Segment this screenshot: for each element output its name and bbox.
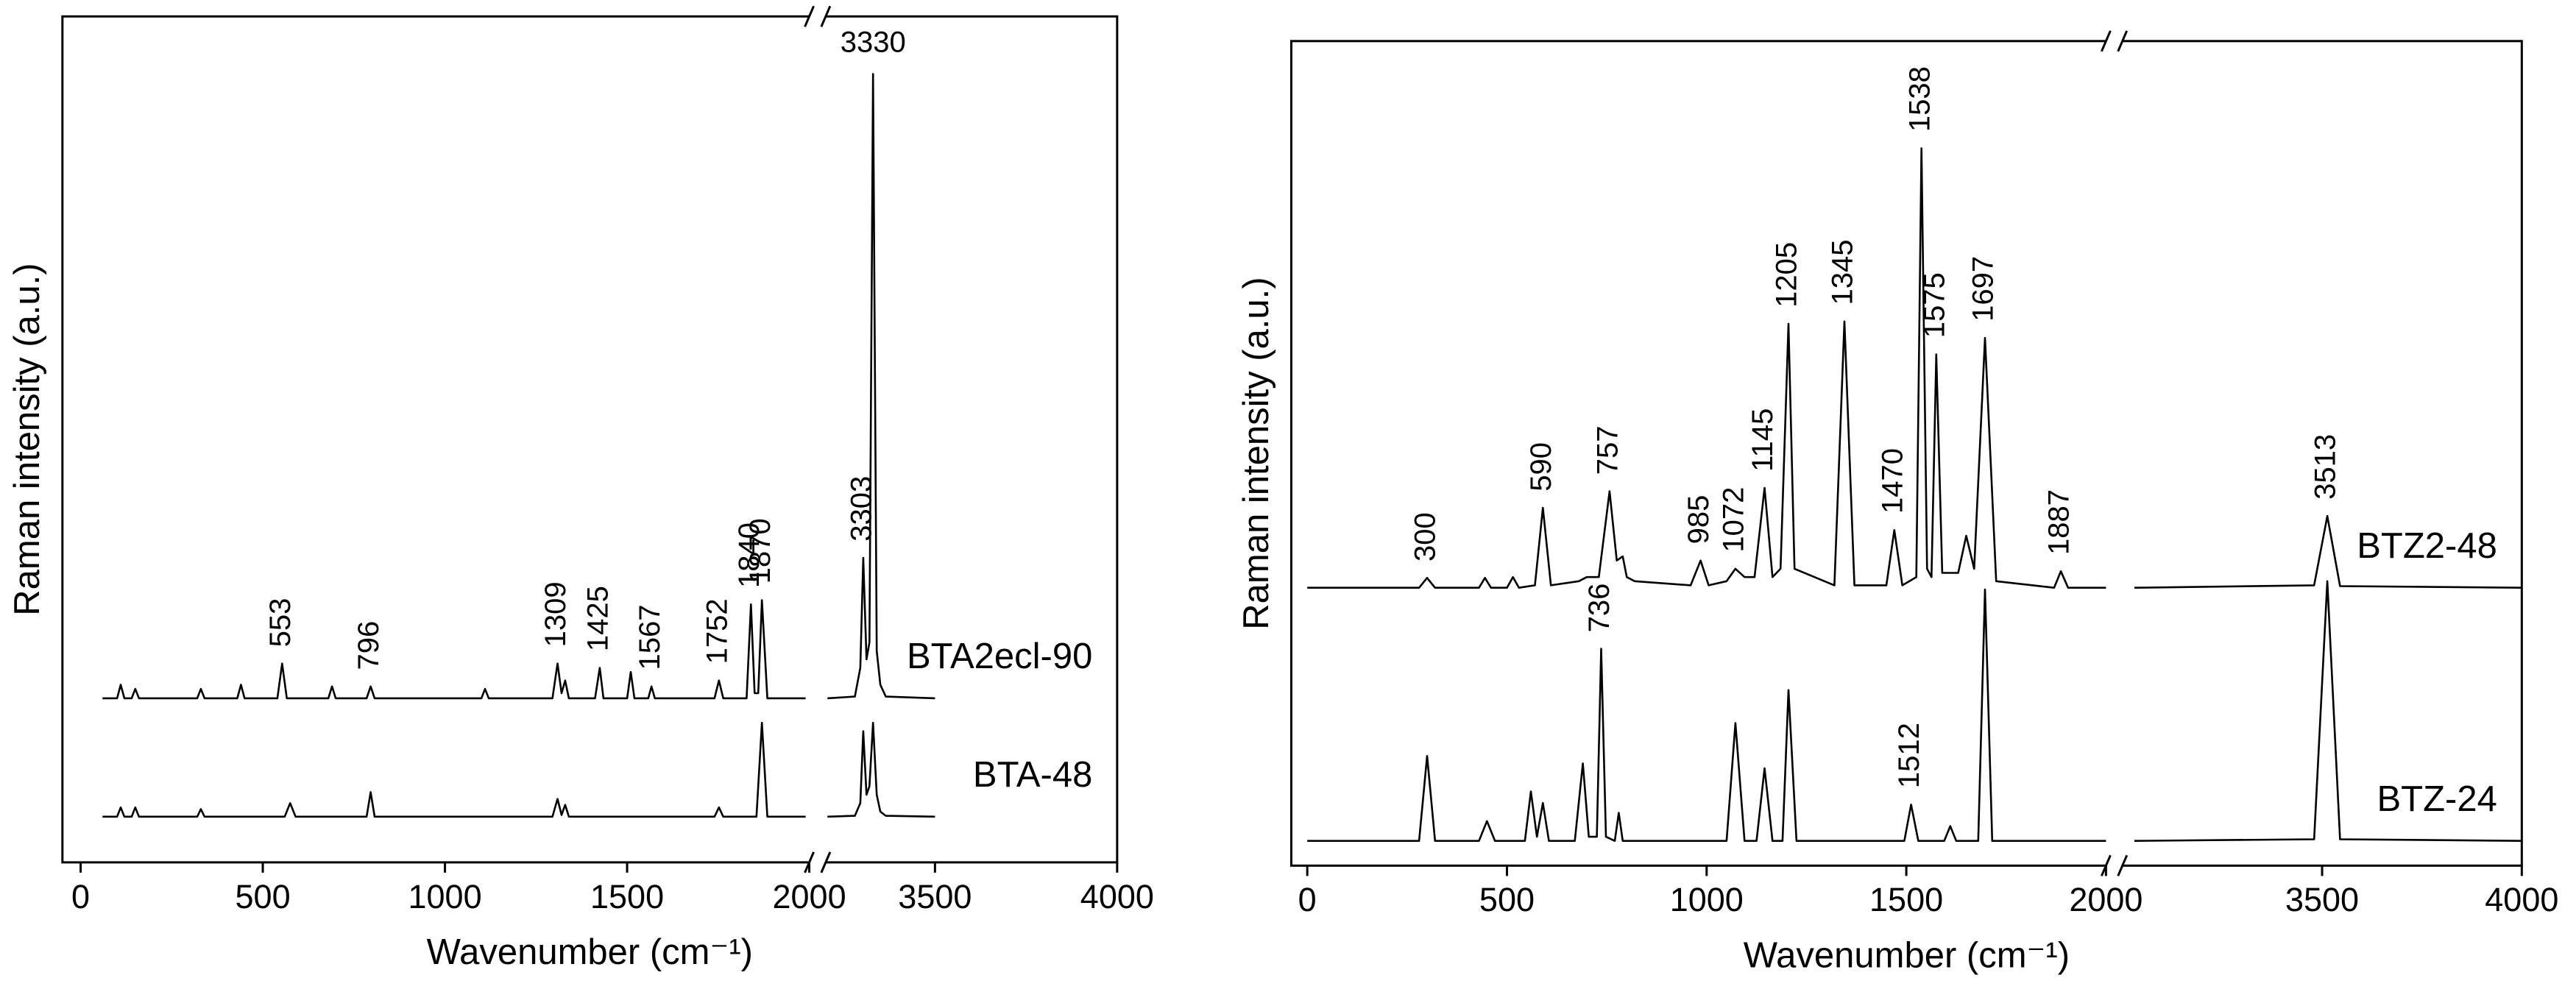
x-tick-label: 0 <box>1298 881 1317 918</box>
peak-label: 300 <box>1409 512 1442 561</box>
peak-label: 1840 <box>733 522 765 588</box>
peak-label: 553 <box>264 598 297 648</box>
series-label: BTA-48 <box>973 755 1092 795</box>
axis-break-mark <box>2117 854 2129 876</box>
x-tick-label: 0 <box>71 878 90 915</box>
axis-break-gap <box>2106 38 2123 44</box>
plot-frame <box>61 15 1119 864</box>
x-tick-label: 2000 <box>772 878 846 915</box>
x-tick-label: 4000 <box>1080 878 1154 915</box>
spectrum-line <box>1307 580 2522 842</box>
peak-label: 1145 <box>1747 408 1779 472</box>
peak-label: 1575 <box>1918 272 1950 338</box>
x-tick-label: 3500 <box>2285 881 2359 918</box>
peak-label: 796 <box>353 621 385 670</box>
series-label: BTZ2-48 <box>2357 526 2497 566</box>
axis-break-gap <box>2106 862 2123 869</box>
peak-label: 736 <box>1583 584 1616 633</box>
spectrum-line <box>102 73 935 700</box>
peak-label: 1425 <box>581 586 614 651</box>
axis-break-mark <box>2101 30 2112 52</box>
peak-label: 1470 <box>1876 448 1908 514</box>
x-tick-label: 3500 <box>898 878 972 915</box>
axis-break-mark <box>804 5 815 27</box>
peak-label: 1345 <box>1827 239 1859 305</box>
peak-label: 757 <box>1591 426 1624 475</box>
peak-label: 1205 <box>1771 242 1803 308</box>
peak-label: 3330 <box>841 26 906 59</box>
peak-label: 1072 <box>1717 487 1749 553</box>
peak-label: 1697 <box>1967 256 2000 322</box>
peak-label: 1538 <box>1903 66 1936 132</box>
peak-label: 1512 <box>1893 723 1925 788</box>
peak-label: 1752 <box>701 598 733 664</box>
x-tick-label: 1000 <box>1670 881 1744 918</box>
x-tick-label: 500 <box>236 878 291 915</box>
x-axis-title: Wavenumber (cm⁻¹) <box>1744 935 2070 975</box>
spectrum-line <box>1307 147 2522 589</box>
x-tick-label: 500 <box>1479 881 1535 918</box>
x-tick-label: 2000 <box>2069 881 2142 918</box>
axis-break-mark <box>820 851 832 873</box>
series-label: BTA2ecl-90 <box>907 637 1092 676</box>
x-tick-label: 1500 <box>1869 881 1943 918</box>
peak-label: 1887 <box>2043 489 2076 555</box>
series-label: BTZ-24 <box>2377 779 2497 819</box>
peak-label: 1309 <box>539 581 572 647</box>
peak-label: 590 <box>1525 442 1557 492</box>
y-axis-title: Raman intensity (a.u.) <box>7 263 47 615</box>
peak-label: 3303 <box>845 476 877 542</box>
y-axis-title: Raman intensity (a.u.) <box>1236 277 1276 629</box>
peak-label: 985 <box>1682 495 1715 545</box>
axis-break-gap <box>809 13 826 20</box>
peak-label: 1870 <box>744 518 776 584</box>
x-tick-label: 4000 <box>2485 881 2558 918</box>
axis-break-mark <box>2117 30 2129 52</box>
spectrum-line <box>102 721 935 818</box>
x-tick-label: 1500 <box>590 878 664 915</box>
x-tick-label: 1000 <box>408 878 482 915</box>
peak-label: 3513 <box>2310 434 2342 500</box>
x-axis-title: Wavenumber (cm⁻¹) <box>427 932 753 972</box>
peak-label: 1567 <box>634 604 666 670</box>
axis-break-gap <box>809 859 826 865</box>
axis-break-mark <box>820 5 832 27</box>
